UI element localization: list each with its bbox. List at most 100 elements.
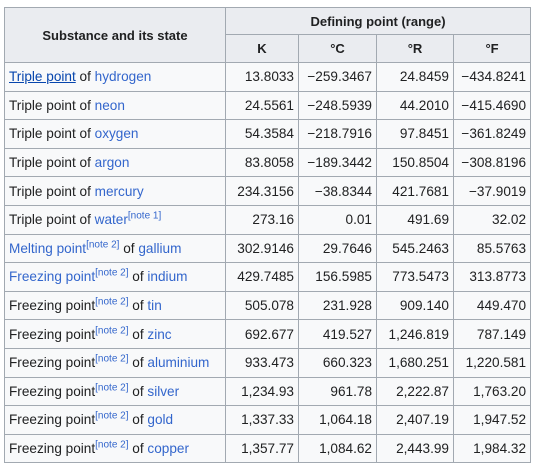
connector-text: of [128,355,148,371]
kelvin-value: 1,234.93 [225,376,299,407]
substance-cell: Freezing point[note 2] of indium [4,262,226,292]
note-reference-link[interactable]: [note 2] [95,325,129,337]
substance-link[interactable]: indium [147,269,188,285]
substance-link[interactable]: aluminium [147,355,210,371]
table-row: Triple point of water[note 1] 273.16 0.01 4… [4,204,532,235]
fahrenheit-value: 85.5763 [452,233,532,264]
rankine-value: 150.8504 [376,147,454,178]
note-reference-link[interactable]: [note 2] [95,353,129,365]
substance-link[interactable]: hydrogen [94,69,152,85]
fahrenheit-value: 1,220.581 [452,347,532,378]
rankine-value: 773.5473 [376,262,454,292]
kelvin-value: 234.3156 [225,176,299,206]
state-link[interactable]: Melting point [9,240,87,256]
note-reference-link[interactable]: [note 2] [95,439,129,451]
note-reference-link[interactable]: [note 1] [127,210,162,222]
state-link[interactable]: Triple point [9,69,76,85]
substance-link[interactable]: gallium [138,240,182,256]
kelvin-value: 83.8058 [225,147,299,178]
celsius-value: 1,084.62 [298,433,377,464]
substance-link[interactable]: copper [147,441,189,457]
celsius-value: 419.527 [298,319,377,349]
substance-link[interactable]: silver [147,383,180,399]
kelvin-value: 24.5561 [225,90,299,121]
table-row: Freezing point[note 2] of indium 429.7485… [4,262,532,292]
table-row: Melting point[note 2] of gallium 302.9146… [4,233,532,264]
kelvin-value: 505.078 [225,290,299,321]
fixed-points-table: Substance and its state Defining point (… [4,7,532,464]
fahrenheit-value: 313.8773 [452,262,532,292]
state-link[interactable]: Freezing point [9,269,96,285]
celsius-value: −259.3467 [298,62,377,92]
celsius-value: 29.7646 [298,233,377,264]
state-text: Freezing point [9,326,96,342]
table-row: Triple point of oxygen 54.3584 −218.7916 97… [4,119,532,149]
substance-link[interactable]: zinc [147,326,172,342]
kelvin-value: 273.16 [225,204,299,235]
connector-text: of [128,326,148,342]
celsius-value: 0.01 [298,204,377,235]
rankine-value: 2,222.87 [376,376,454,407]
state-text: Freezing point [9,441,96,457]
substance-cell: Triple point of hydrogen [4,62,226,92]
table-row: Triple point of mercury 234.3156 −38.8344 4… [4,176,532,206]
fahrenheit-value: 1,947.52 [452,405,532,435]
substance-cell: Freezing point[note 2] of gold [4,405,226,435]
substance-link[interactable]: water [94,212,128,228]
fahrenheit-value: −434.8241 [452,62,532,92]
connector-text: of [128,441,148,457]
table-row: Freezing point[note 2] of tin 505.078 231.… [4,290,532,321]
substance-cell: Freezing point[note 2] of aluminium [4,347,226,378]
rankine-value: 1,680.251 [376,347,454,378]
rankine-value: 24.8459 [376,62,454,92]
note-reference-link[interactable]: [note 2] [86,239,120,251]
celsius-value: 961.78 [298,376,377,407]
celsius-value: −248.5939 [298,90,377,121]
fahrenheit-value: 449.470 [452,290,532,321]
substance-link[interactable]: tin [147,298,162,314]
substance-link[interactable]: gold [147,412,174,428]
unit-header-kelvin: K [225,34,299,63]
rankine-value: 909.140 [376,290,454,321]
state-text: Freezing point [9,355,96,371]
table-row: Triple point of argon 83.8058 −189.3442 150… [4,147,532,178]
kelvin-value: 13.8033 [225,62,299,92]
note-reference-link[interactable]: [note 2] [95,296,129,308]
note-reference-link[interactable]: [note 2] [95,382,129,394]
substance-link[interactable]: neon [94,97,125,113]
kelvin-value: 1,337.33 [225,405,299,435]
defining-point-header: Defining point (range) [224,7,532,35]
state-text: Triple point of [9,183,95,199]
kelvin-value: 54.3584 [225,119,299,149]
unit-header-celsius: °C [298,34,377,63]
kelvin-value: 1,357.77 [225,433,299,464]
rankine-value: 545.2463 [376,233,454,264]
fahrenheit-value: 32.02 [452,204,532,235]
substance-link[interactable]: mercury [94,183,144,199]
table-body: Triple point of hydrogen 13.8033 −259.3467… [4,62,532,464]
fahrenheit-value: 787.149 [452,319,532,349]
connector-text: of [119,240,139,256]
connector-text: of [128,383,148,399]
substance-cell: Freezing point[note 2] of tin [4,290,226,321]
state-text: Freezing point [9,383,96,399]
celsius-value: 156.5985 [298,262,377,292]
rankine-value: 97.8451 [376,119,454,149]
substance-cell: Melting point[note 2] of gallium [4,233,226,264]
rankine-value: 2,407.19 [376,405,454,435]
celsius-value: 660.323 [298,347,377,378]
kelvin-value: 933.473 [225,347,299,378]
rankine-value: 421.7681 [376,176,454,206]
note-reference-link[interactable]: [note 2] [95,410,129,422]
kelvin-value: 429.7485 [225,262,299,292]
table-row: Triple point of neon 24.5561 −248.5939 44.2… [4,90,532,121]
rankine-value: 2,443.99 [376,433,454,464]
state-text: Triple point of [9,126,95,142]
state-text: Triple point of [9,97,95,113]
table-row: Freezing point[note 2] of gold 1,337.33 1,… [4,405,532,435]
substance-link[interactable]: oxygen [94,126,139,142]
note-reference-link[interactable]: [note 2] [95,267,129,279]
substance-link[interactable]: argon [94,155,130,171]
substance-cell: Triple point of oxygen [4,119,226,149]
fahrenheit-value: −37.9019 [452,176,532,206]
